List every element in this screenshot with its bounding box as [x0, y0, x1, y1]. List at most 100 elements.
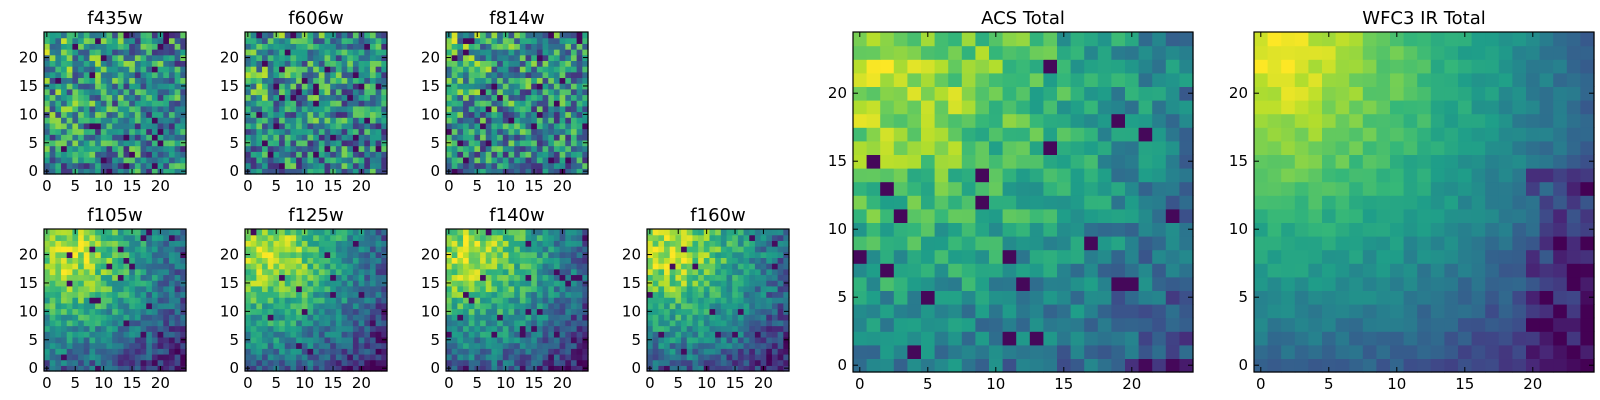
heatmap-cell	[1043, 290, 1058, 305]
heatmap-cell	[301, 128, 309, 135]
heatmap-cell	[491, 94, 498, 101]
heatmap-cell	[55, 88, 62, 96]
heatmap-cell	[284, 139, 292, 147]
heatmap-cell	[284, 43, 292, 50]
heatmap-cell	[771, 331, 779, 338]
heatmap-cell	[290, 43, 297, 50]
heatmap-cell	[163, 43, 170, 50]
heatmap-cell	[262, 353, 269, 361]
heatmap-cell	[146, 83, 153, 90]
heatmap-cell	[692, 297, 699, 304]
heatmap-cell	[106, 234, 113, 241]
heatmap-cell	[508, 348, 515, 355]
heatmap-cell	[675, 314, 682, 321]
heatmap-cell	[146, 342, 153, 349]
heatmap-cell	[519, 319, 527, 327]
heatmap-cell	[531, 60, 538, 67]
heatmap-cell	[749, 246, 756, 253]
heatmap-cell	[369, 291, 377, 298]
heatmap-cell	[330, 117, 337, 124]
heatmap-cell	[698, 251, 705, 258]
heatmap-cell	[536, 77, 544, 84]
heatmap-cell	[457, 246, 464, 253]
heatmap-cell	[279, 348, 286, 355]
heatmap-cell	[570, 308, 578, 315]
heatmap-cell	[749, 251, 756, 258]
heatmap-cell	[55, 353, 62, 361]
heatmap-cell	[318, 325, 326, 332]
heatmap-cell	[358, 77, 365, 84]
heatmap-cell	[341, 331, 348, 338]
heatmap-cell	[140, 117, 147, 124]
heatmap-cell	[146, 100, 153, 107]
heatmap-cell	[72, 111, 79, 118]
heatmap-cell	[83, 280, 91, 287]
heatmap-cell	[256, 66, 263, 73]
heatmap-cell	[174, 88, 181, 96]
heatmap-cell	[681, 336, 688, 344]
heatmap-cell	[313, 365, 320, 372]
heatmap-cell	[720, 280, 728, 287]
heatmap-cell	[502, 43, 510, 50]
heatmap-cell	[267, 71, 274, 79]
heatmap-cell	[446, 105, 453, 113]
heatmap-cell	[95, 32, 102, 39]
heatmap-cell	[267, 229, 274, 236]
heatmap-cell	[262, 117, 269, 124]
heatmap-cell	[369, 342, 377, 349]
heatmap-cell	[525, 263, 532, 270]
heatmap-cell	[907, 276, 922, 291]
heatmap-cell	[525, 151, 532, 158]
heatmap-cell	[324, 122, 331, 130]
heatmap-cell	[44, 105, 51, 113]
heatmap-cell	[284, 122, 292, 130]
heatmap-cell	[686, 297, 694, 304]
heatmap-cell	[112, 139, 119, 147]
heatmap-cell	[290, 139, 297, 147]
heatmap-cell	[129, 251, 136, 258]
heatmap-cell	[341, 229, 348, 236]
heatmap-cell	[106, 83, 113, 90]
heatmap-cell	[664, 302, 671, 310]
heatmap-cell	[273, 122, 280, 130]
heatmap-cell	[760, 314, 767, 321]
x-tick-label: 10	[697, 374, 716, 392]
heatmap-cell	[44, 117, 51, 124]
heatmap-cell	[559, 240, 566, 247]
heatmap-cell	[358, 105, 365, 113]
heatmap-cell	[525, 156, 532, 164]
heatmap-cell	[536, 331, 544, 338]
heatmap-cell	[106, 88, 113, 96]
heatmap-cell	[318, 359, 326, 366]
heatmap-cell	[262, 145, 269, 152]
heatmap-cell	[502, 325, 510, 332]
heatmap-cell	[565, 274, 572, 281]
heatmap-cell	[652, 342, 659, 349]
heatmap-cell	[117, 251, 125, 258]
heatmap-cell	[117, 139, 125, 147]
heatmap-cell	[61, 134, 68, 141]
heatmap-cell	[95, 37, 102, 44]
heatmap-cell	[180, 60, 187, 67]
heatmap-cell	[698, 291, 705, 298]
heatmap-cell	[743, 319, 750, 327]
heatmap-cell	[1029, 304, 1044, 319]
heatmap-cell	[335, 43, 343, 50]
heatmap-cell	[72, 151, 79, 158]
heatmap-cell	[1043, 154, 1058, 169]
heatmap-cell	[536, 43, 544, 50]
heatmap-cell	[381, 66, 388, 73]
heatmap-cell	[157, 251, 164, 258]
heatmap-cell	[44, 342, 51, 349]
heatmap-cell	[783, 359, 790, 366]
heatmap-cell	[907, 154, 922, 169]
heatmap-cell	[44, 145, 51, 152]
heatmap-cell	[548, 122, 555, 130]
heatmap-cell	[463, 240, 470, 247]
heatmap-cell	[548, 134, 555, 141]
heatmap-cell	[381, 49, 388, 56]
heatmap-cell	[1084, 290, 1099, 305]
heatmap-cell	[296, 280, 303, 287]
heatmap-cell	[777, 348, 784, 355]
heatmap-cell	[168, 229, 176, 236]
